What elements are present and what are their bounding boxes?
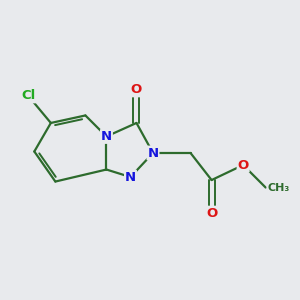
Text: O: O — [238, 158, 249, 172]
Text: N: N — [125, 170, 136, 184]
Text: CH₃: CH₃ — [267, 183, 290, 193]
Text: O: O — [131, 83, 142, 96]
Text: Cl: Cl — [21, 89, 35, 102]
Text: O: O — [206, 207, 217, 220]
Text: N: N — [147, 146, 159, 160]
Text: N: N — [101, 130, 112, 143]
